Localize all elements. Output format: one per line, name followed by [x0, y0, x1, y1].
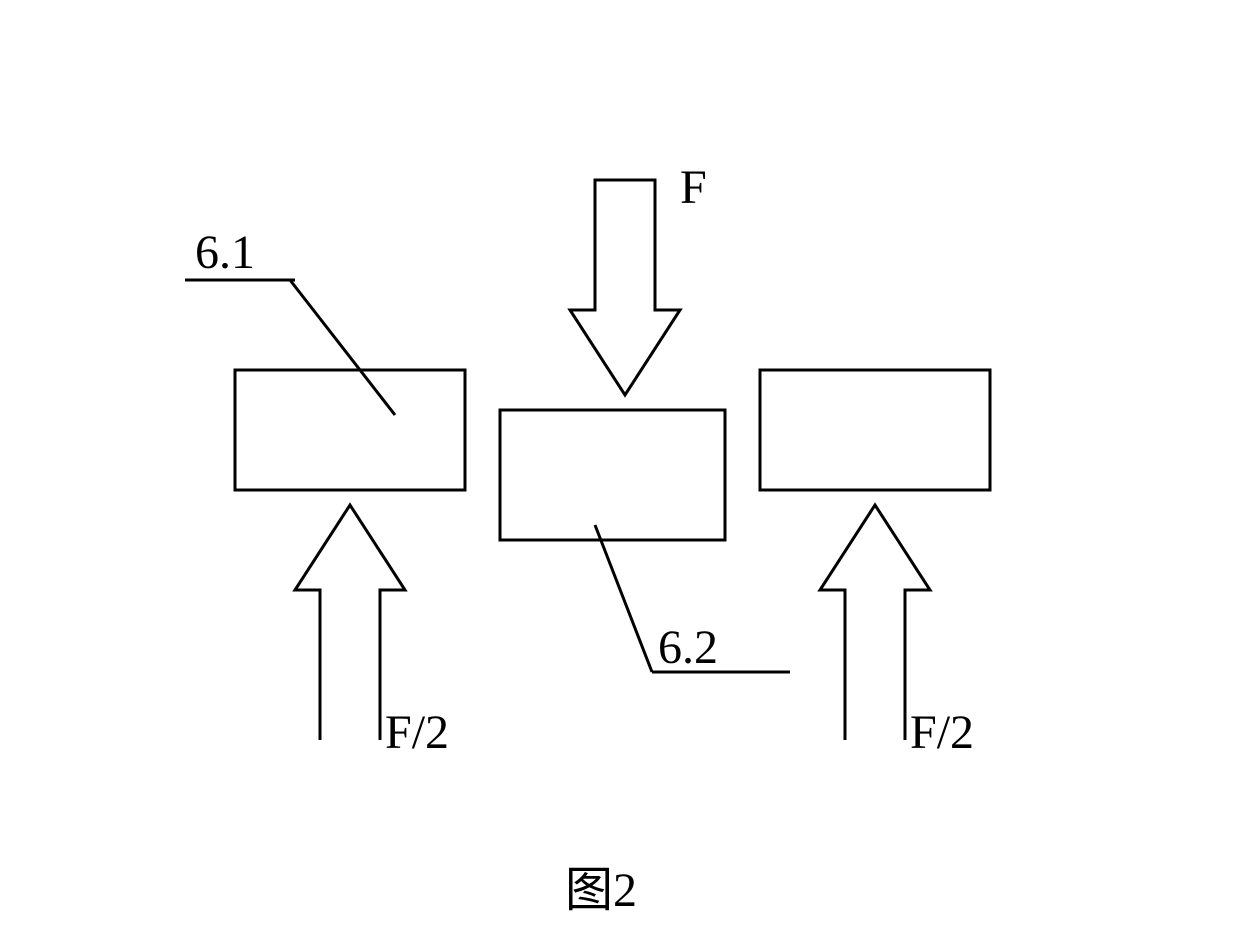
- force-label-bottom-right: F/2: [910, 705, 974, 760]
- force-label-top: F: [680, 160, 707, 215]
- diagram-svg: [0, 0, 1260, 945]
- callout-label-6-2: 6.2: [658, 620, 718, 675]
- callout-label-6-1: 6.1: [195, 225, 255, 280]
- callouts-group: [185, 280, 790, 672]
- force-label-bottom-left: F/2: [385, 705, 449, 760]
- boxes-group: [235, 370, 990, 540]
- arrows-group: [295, 180, 930, 740]
- figure-caption: 图2: [565, 850, 637, 920]
- figure-2-diagram: F F/2 F/2 6.1 6.2 图2: [0, 0, 1260, 945]
